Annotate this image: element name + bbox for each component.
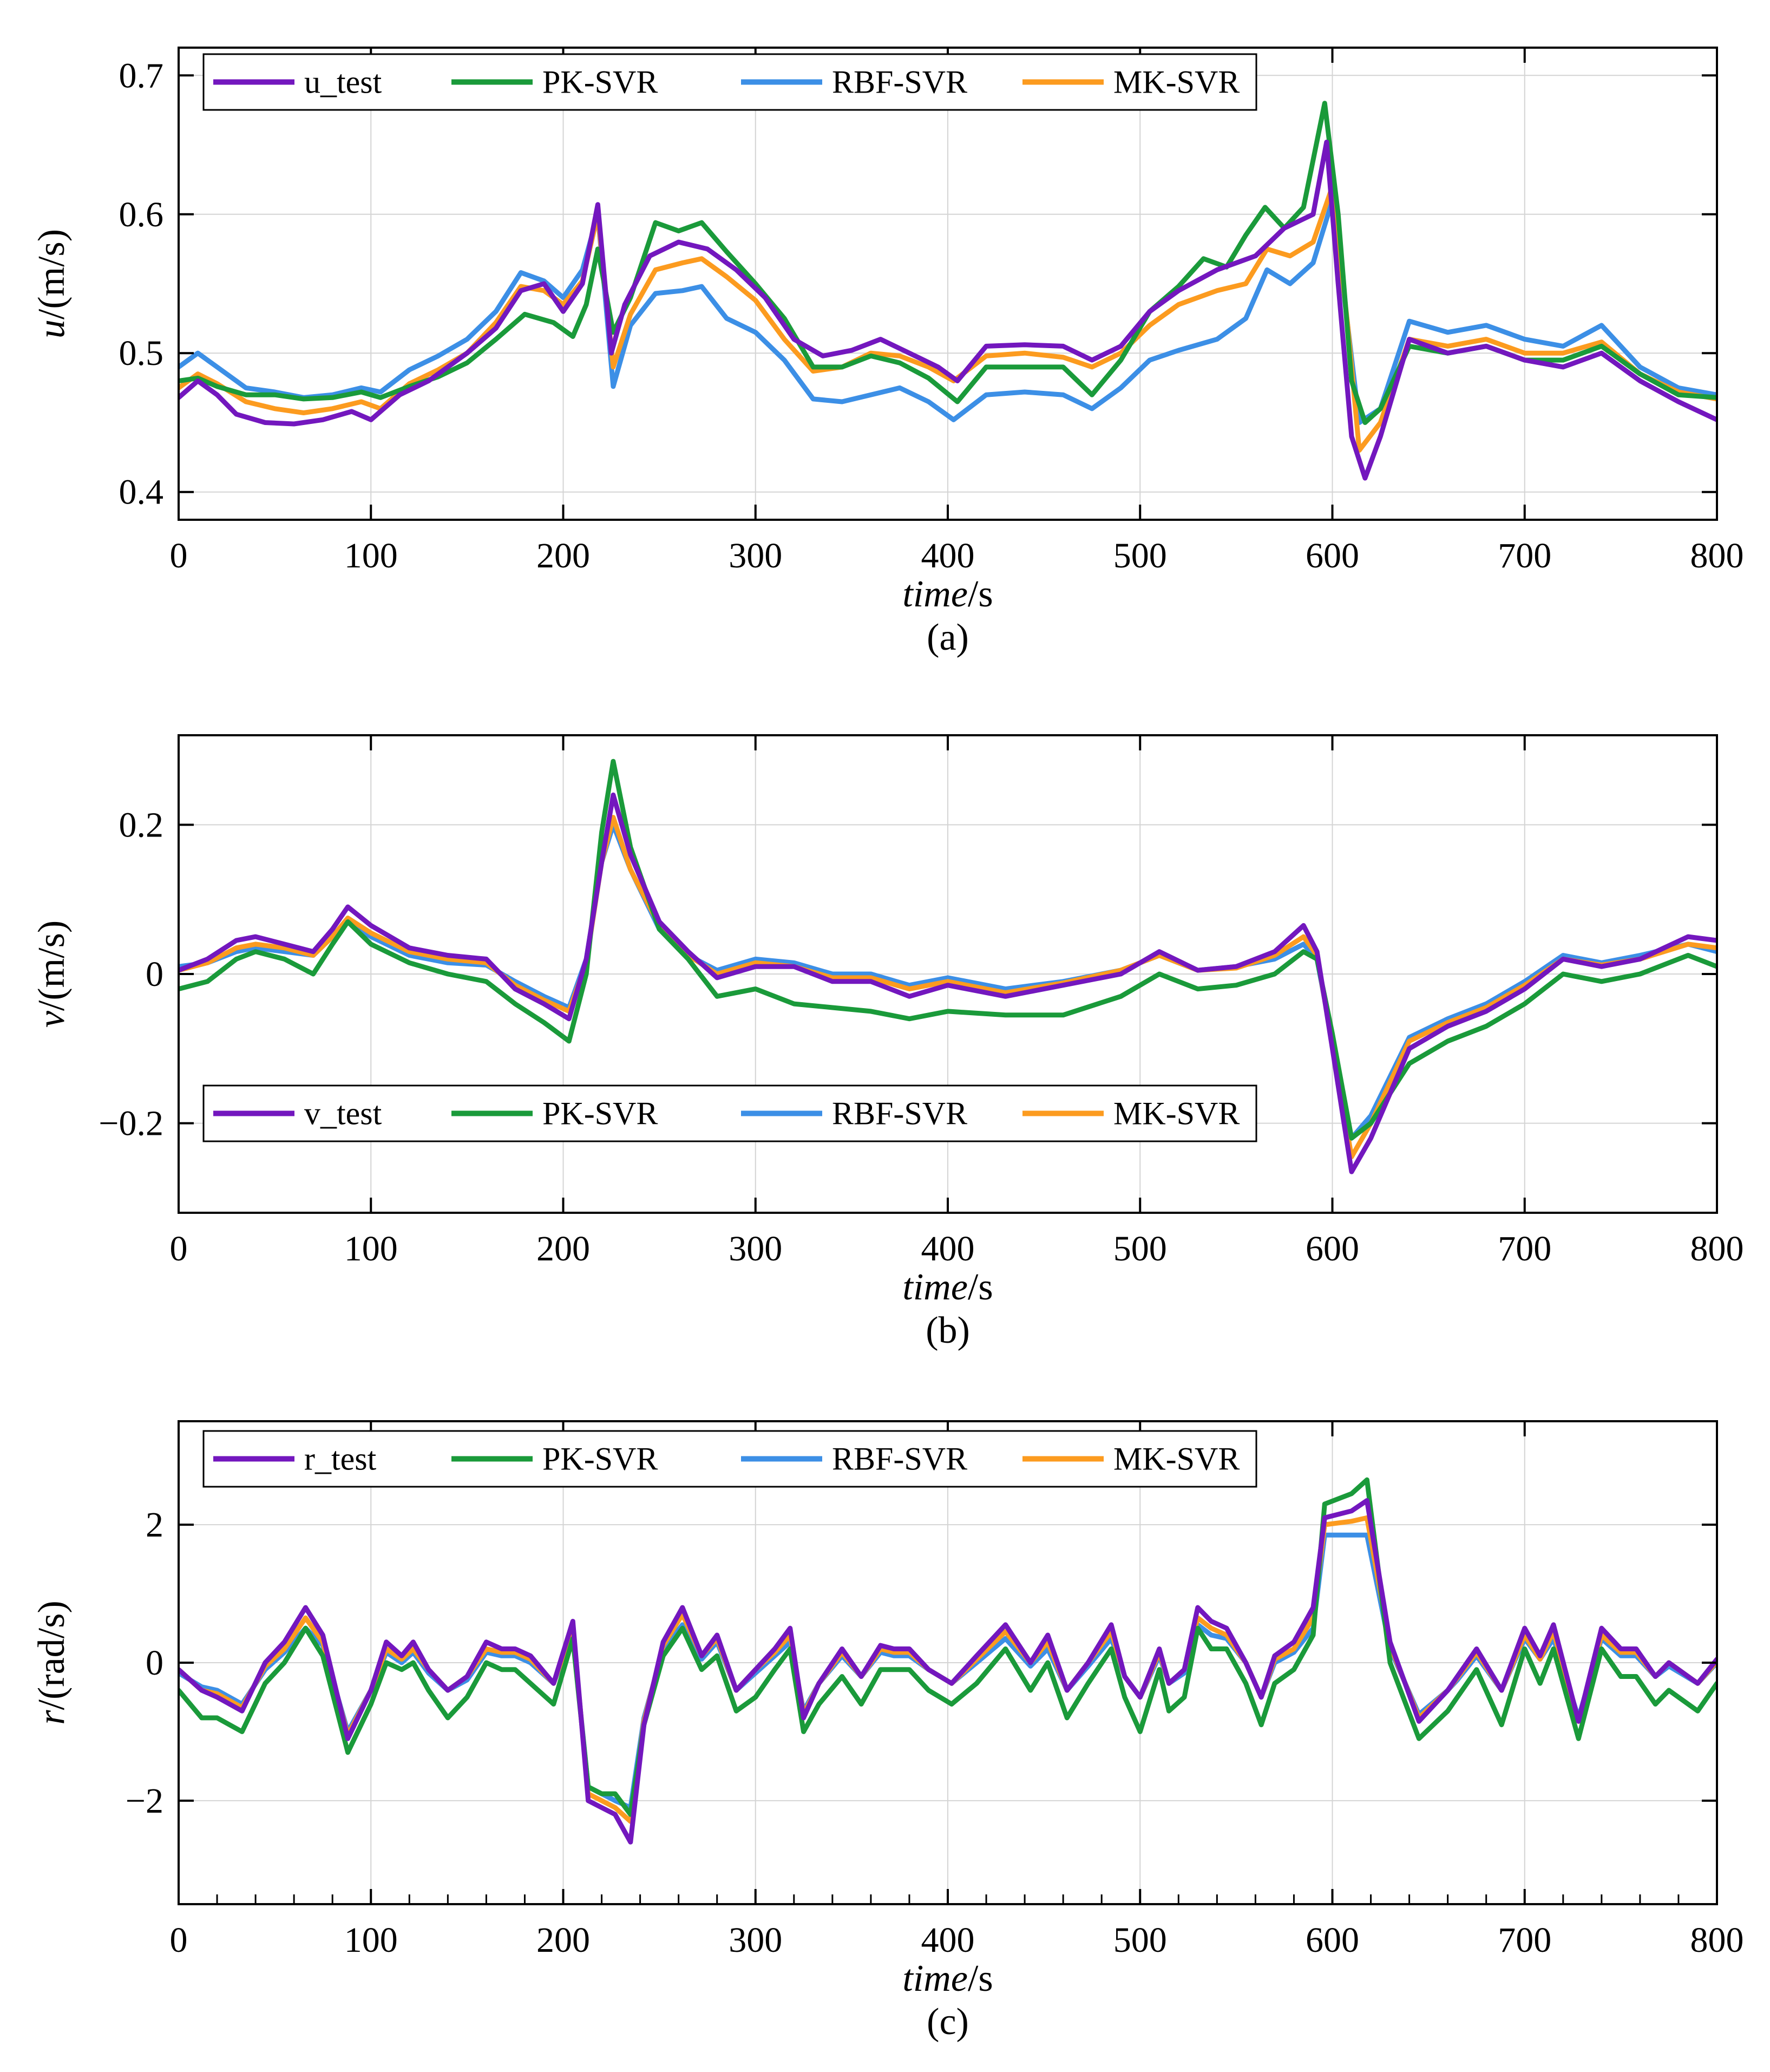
x-tick-label: 600: [1306, 536, 1359, 576]
series-line-pk-svr: [179, 759, 1717, 1141]
x-axis-label: time/s: [902, 1958, 993, 1999]
legend-label: RBF-SVR: [832, 1096, 967, 1132]
series-group: [179, 101, 1717, 481]
x-tick-label: 100: [344, 1920, 398, 1960]
y-axis-label-var: v: [31, 1010, 73, 1028]
x-axis-label-unit: /s: [968, 1266, 993, 1308]
y-axis-label-unit: /(m/s): [31, 920, 73, 1011]
x-tick-label: 700: [1498, 1920, 1551, 1960]
y-tick-label: 2: [146, 1505, 163, 1545]
x-tick-label: 800: [1690, 1229, 1744, 1269]
y-tick-label: 0.4: [119, 473, 164, 512]
x-tick-label: 500: [1113, 536, 1167, 576]
x-axis-label-var: time: [902, 573, 968, 615]
series-line-r-test: [179, 1498, 1717, 1845]
ticks: [178, 1421, 1718, 1904]
legend-label: MK-SVR: [1113, 1441, 1240, 1477]
legend-label: v_test: [304, 1096, 382, 1132]
x-tick-label: 200: [536, 536, 590, 576]
legend-label: PK-SVR: [542, 1441, 658, 1477]
y-axis-label: r/(rad/s): [31, 1600, 73, 1724]
y-tick-label: −2: [126, 1781, 163, 1821]
series-group: [179, 1477, 1717, 1845]
y-tick-label: −0.2: [99, 1104, 163, 1143]
x-tick-label: 600: [1306, 1920, 1359, 1960]
legend-label: RBF-SVR: [832, 64, 967, 100]
x-tick-label: 100: [344, 1229, 398, 1269]
x-axis-label-var: time: [902, 1958, 968, 1999]
legend-label: PK-SVR: [542, 64, 658, 100]
panel-tag: (a): [927, 617, 969, 658]
x-tick-label: 0: [170, 1229, 188, 1269]
y-axis-label: u/(m/s): [31, 229, 73, 338]
y-tick-label: 0: [146, 955, 163, 994]
series-line-mk-svr: [179, 184, 1717, 453]
x-tick-label: 200: [536, 1229, 590, 1269]
x-axis-label: time/s: [902, 573, 993, 615]
legend-label: PK-SVR: [542, 1096, 658, 1132]
x-tick-label: 500: [1113, 1229, 1167, 1269]
x-tick-label: 0: [170, 536, 188, 576]
x-tick-label: 600: [1306, 1229, 1359, 1269]
x-axis-label: time/s: [902, 1266, 993, 1308]
x-axis-label-unit: /s: [968, 573, 993, 615]
chart-panel-a: 0 100 200 300 400 500 600 700 800 0.4 0.5 0.6 0.7 tim…: [31, 47, 1744, 658]
x-tick-label: 100: [344, 536, 398, 576]
x-tick-label: 700: [1498, 1229, 1551, 1269]
y-tick-label: 0.7: [119, 56, 164, 95]
series-line-u-test: [179, 139, 1717, 481]
x-tick-label: 400: [921, 1229, 975, 1269]
chart-panel-b: 0 100 200 300 400 500 600 700 800 −0.2 0 0.2 time/s(…: [31, 734, 1744, 1351]
x-tick-label: 0: [170, 1920, 188, 1960]
legend-label: MK-SVR: [1113, 64, 1240, 100]
series-line-pk-svr: [179, 1477, 1717, 1817]
series-line-rbf-svr: [179, 822, 1717, 1141]
x-tick-label: 800: [1690, 536, 1744, 576]
y-axis-label-var: r: [31, 1710, 73, 1725]
y-tick-label: 0.2: [119, 805, 164, 845]
x-tick-label: 300: [729, 1920, 782, 1960]
y-axis-label-var: u: [31, 319, 73, 338]
y-tick-label: 0.6: [119, 195, 164, 234]
x-tick-label: 500: [1113, 1920, 1167, 1960]
legend-label: u_test: [304, 64, 382, 100]
legend: v_test PK-SVR RBF-SVR MK-SVR: [202, 1084, 1257, 1142]
x-axis-label-unit: /s: [968, 1958, 993, 1999]
x-tick-label: 200: [536, 1920, 590, 1960]
y-tick-label: 0.5: [119, 334, 164, 373]
y-axis-label-unit: /(rad/s): [31, 1600, 73, 1710]
ticks: [178, 735, 1718, 1213]
legend-label: RBF-SVR: [832, 1441, 967, 1477]
legend-label: MK-SVR: [1113, 1096, 1240, 1132]
x-tick-label: 300: [729, 1229, 782, 1269]
y-axis-label: v/(m/s): [31, 920, 73, 1028]
legend: u_test PK-SVR RBF-SVR MK-SVR: [202, 53, 1257, 111]
series-line-v-test: [179, 792, 1717, 1174]
x-tick-label: 400: [921, 536, 975, 576]
x-axis-label-var: time: [902, 1266, 968, 1308]
series-group: [179, 759, 1717, 1174]
y-axis-label-unit: /(m/s): [31, 229, 73, 319]
series-line-mk-svr: [179, 815, 1717, 1160]
chart-panel-c: 0 100 200 300 400 500 600 700 800−202time/s(c)r/…: [31, 1420, 1744, 2043]
x-tick-label: 800: [1690, 1920, 1744, 1960]
legend: r_test PK-SVR RBF-SVR MK-SVR: [202, 1430, 1257, 1488]
grid: [178, 48, 1717, 520]
x-tick-label: 700: [1498, 536, 1551, 576]
y-tick-label: 0: [146, 1643, 163, 1683]
legend-label: r_test: [304, 1441, 377, 1477]
x-tick-label: 400: [921, 1920, 975, 1960]
panel-tag: (b): [926, 1310, 970, 1351]
panel-tag: (c): [927, 2001, 969, 2043]
x-tick-label: 300: [729, 536, 782, 576]
